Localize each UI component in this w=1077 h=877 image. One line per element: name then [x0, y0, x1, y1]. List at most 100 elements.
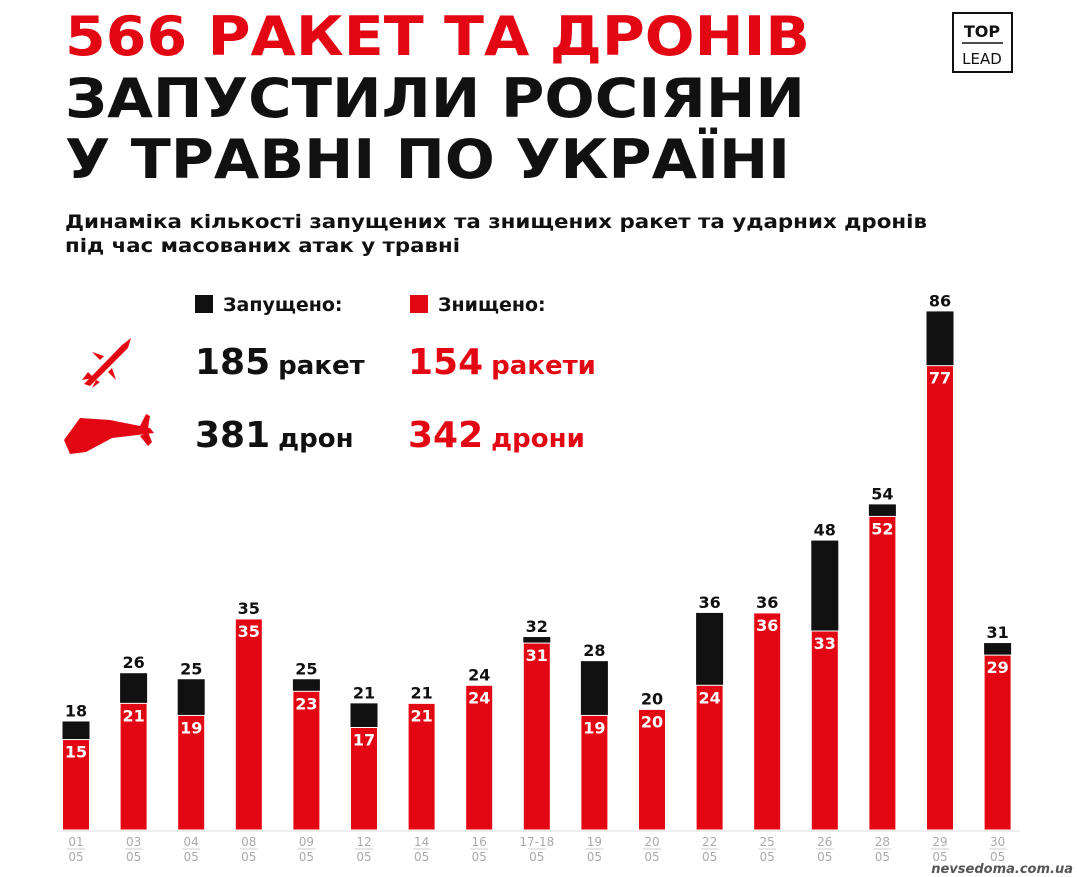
bar-destroyed: [119, 702, 148, 831]
stat-unit: дрони: [491, 424, 585, 454]
title-line: ЗАПУСТИЛИ РОСІЯНИ: [65, 67, 805, 130]
x-tick-label: 09: [299, 835, 314, 849]
x-tick-label: 05: [68, 850, 83, 864]
rocket-icon: [82, 338, 131, 388]
value-label: 23: [295, 694, 317, 713]
x-tick-label: 05: [644, 850, 659, 864]
bar-destroyed: [638, 708, 666, 831]
value-label: 36: [756, 616, 778, 635]
watermark-bg: [945, 858, 1077, 877]
value-label: 21: [410, 706, 432, 725]
value-label: 54: [871, 484, 893, 503]
value-label: 21: [122, 706, 144, 725]
title-line: У ТРАВНІ ПО УКРАЇНІ: [65, 128, 790, 191]
bar-destroyed: [868, 515, 897, 831]
x-tick-label: 12: [356, 835, 371, 849]
stat-unit: ракети: [491, 351, 596, 381]
x-tick-label: 05: [472, 850, 487, 864]
value-label: 29: [986, 658, 1008, 677]
value-label: 21: [410, 683, 432, 702]
value-label: 31: [986, 623, 1008, 642]
value-label: 19: [180, 718, 202, 737]
drone-icon: [64, 414, 154, 454]
stat-number: 381: [195, 415, 270, 456]
stat: 381 дрон: [195, 415, 354, 456]
x-tick-label: 05: [414, 850, 429, 864]
logo-text: TOP: [964, 22, 1001, 41]
value-label: 24: [698, 688, 720, 707]
x-tick-label: 01: [68, 835, 83, 849]
value-label: 35: [238, 599, 260, 618]
value-label: 25: [180, 659, 202, 678]
value-label: 28: [583, 641, 605, 660]
subtitle: під час масованих атак у травні: [65, 235, 460, 257]
stat: 342 дрони: [408, 415, 585, 456]
stat-number: 342: [408, 415, 483, 456]
legend-swatch: [195, 295, 213, 313]
bar-destroyed: [753, 612, 782, 831]
value-label: 52: [871, 519, 893, 538]
stat-number: 154: [408, 342, 483, 383]
value-label: 20: [641, 712, 663, 731]
x-tick-label: 30: [990, 835, 1005, 849]
bar-destroyed: [62, 739, 90, 831]
bar-destroyed: [983, 654, 1012, 831]
x-tick-label: 05: [990, 850, 1005, 864]
x-tick-label: 05: [875, 850, 890, 864]
bar-destroyed: [350, 726, 378, 831]
x-tick-label: 05: [241, 850, 256, 864]
x-tick-label: 04: [184, 835, 199, 849]
x-tick-label: 05: [702, 850, 717, 864]
legend-label: Запущено:: [223, 294, 343, 316]
legend-swatch: [410, 295, 428, 313]
x-tick-label: 25: [760, 835, 775, 849]
x-tick-label: 20: [644, 835, 659, 849]
value-label: 15: [65, 743, 87, 762]
value-label: 25: [295, 659, 317, 678]
x-tick-label: 03: [126, 835, 141, 849]
value-label: 21: [353, 683, 375, 702]
bar-destroyed: [407, 702, 436, 831]
legend-label: Знищено:: [438, 294, 546, 316]
value-label: 24: [468, 688, 490, 707]
watermark: nevsedoma.com.ua: [931, 862, 1073, 877]
value-label: 33: [814, 634, 836, 653]
x-tick-label: 08: [241, 835, 256, 849]
stat-unit: ракет: [278, 351, 365, 381]
stat: 185 ракет: [195, 342, 365, 383]
x-tick-label: 17-18: [519, 835, 554, 849]
stat-unit: дрон: [278, 424, 353, 454]
bar-destroyed: [177, 714, 206, 831]
value-label: 19: [583, 718, 605, 737]
bar-destroyed: [522, 642, 551, 831]
x-tick-label: 28: [875, 835, 890, 849]
value-label: 31: [526, 646, 548, 665]
x-tick-label: 05: [760, 850, 775, 864]
value-label: 77: [929, 369, 951, 388]
x-tick-label: 05: [817, 850, 832, 864]
bar-destroyed: [810, 630, 839, 831]
value-label: 36: [698, 593, 720, 612]
value-label: 86: [929, 291, 951, 310]
value-label: 24: [468, 665, 490, 684]
x-tick-label: 14: [414, 835, 429, 849]
x-tick-label: 05: [299, 850, 314, 864]
stat-number: 185: [195, 342, 270, 383]
logo-text: LEAD: [962, 50, 1002, 68]
stat: 154 ракети: [408, 342, 596, 383]
x-tick-label: 05: [529, 850, 544, 864]
bar-destroyed: [292, 690, 321, 831]
value-label: 35: [238, 622, 260, 641]
x-tick-label: 05: [184, 850, 199, 864]
value-label: 36: [756, 593, 778, 612]
title-line: 566 РАКЕТ ТА ДРОНІВ: [65, 5, 810, 68]
x-tick-label: 26: [817, 835, 832, 849]
value-label: 32: [526, 617, 548, 636]
x-tick-label: 05: [932, 850, 947, 864]
subtitle: Динаміка кількості запущених та знищених…: [65, 211, 927, 233]
value-label: 20: [641, 689, 663, 708]
x-tick-label: 22: [702, 835, 717, 849]
value-label: 48: [814, 521, 836, 540]
bar-destroyed: [580, 714, 609, 831]
